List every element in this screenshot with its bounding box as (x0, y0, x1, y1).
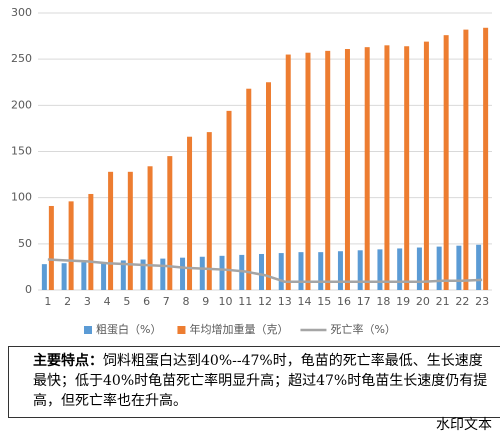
legend-swatch (177, 326, 186, 334)
bar (226, 110, 232, 290)
caption: 主要特点：饲料粗蛋白达到40%--47%时，龟苗的死亡率最低、生长速度最快；低于… (8, 346, 500, 418)
bar (416, 247, 422, 290)
bar (246, 88, 252, 290)
y-tick-label: 50 (18, 237, 32, 250)
bar (397, 248, 403, 290)
bar (318, 252, 324, 290)
x-tick-label: 13 (278, 295, 292, 308)
y-tick-label: 200 (11, 98, 32, 111)
y-tick-label: 300 (11, 6, 32, 19)
bar (483, 27, 489, 290)
legend-swatch (84, 326, 92, 334)
x-tick-label: 9 (202, 295, 209, 308)
x-tick-label: 7 (163, 295, 170, 308)
x-tick-label: 15 (317, 295, 331, 308)
y-tick-label: 150 (11, 145, 32, 158)
bar (384, 45, 390, 290)
x-tick-label: 22 (455, 295, 469, 308)
bar (167, 156, 173, 290)
x-tick-label: 21 (436, 295, 450, 308)
caption-label: 主要特点： (33, 353, 103, 369)
bar (463, 29, 469, 291)
bar (199, 256, 205, 290)
bar (337, 251, 343, 290)
x-tick-label: 5 (123, 295, 130, 308)
bar (180, 257, 186, 290)
x-tick-label: 23 (475, 295, 489, 308)
bar (259, 253, 264, 290)
bar (127, 171, 133, 290)
x-tick-label: 20 (416, 295, 430, 308)
legend-label: 粗蛋白（%） (96, 322, 161, 336)
x-tick-label: 18 (376, 295, 390, 308)
bar (140, 259, 146, 290)
bar (120, 260, 126, 290)
bar (41, 264, 47, 290)
y-tick-label: 100 (11, 191, 32, 204)
bar (278, 253, 284, 290)
bar (266, 82, 271, 290)
bar (404, 46, 410, 290)
x-tick-label: 11 (238, 295, 252, 308)
bar (364, 47, 370, 291)
bar (61, 263, 67, 290)
bar (357, 250, 363, 290)
x-tick-label: 16 (337, 295, 351, 308)
legend-label: 年均增加重量（克） (189, 322, 288, 336)
bar (88, 193, 94, 290)
bar (456, 245, 462, 290)
x-tick-label: 14 (297, 295, 311, 308)
watermark: 水印文本 (436, 417, 492, 433)
bar (187, 136, 193, 290)
caption-text: 饲料粗蛋白达到40%--47%时，龟苗的死亡率最低、生长速度最快；低于40%时龟… (33, 353, 488, 409)
y-tick-label: 250 (11, 52, 32, 65)
x-tick-label: 3 (84, 295, 91, 308)
bar (377, 249, 383, 290)
legend-label: 死亡率（%） (330, 322, 395, 336)
x-tick-label: 17 (357, 295, 371, 308)
bar (423, 41, 429, 290)
bar (147, 166, 153, 290)
x-tick-label: 6 (143, 295, 150, 308)
bar (476, 244, 482, 290)
bar (108, 171, 114, 290)
x-tick-label: 10 (219, 295, 233, 308)
x-tick-label: 4 (104, 295, 111, 308)
x-tick-label: 12 (258, 295, 272, 308)
bar (219, 255, 225, 290)
bar (206, 132, 212, 290)
x-tick-label: 1 (44, 295, 51, 308)
bar (160, 258, 166, 290)
bar (443, 35, 449, 290)
bar (436, 246, 442, 290)
bar (285, 54, 291, 290)
bar (81, 262, 87, 290)
line (47, 258, 483, 283)
bar (48, 205, 54, 290)
bar (68, 201, 74, 290)
y-tick-label: 0 (25, 283, 32, 296)
x-tick-label: 8 (183, 295, 190, 308)
x-tick-label: 2 (64, 295, 71, 308)
bar (298, 252, 304, 290)
bar (325, 50, 331, 291)
bar (305, 52, 311, 290)
bar (101, 262, 107, 290)
bar (344, 49, 350, 291)
x-tick-label: 19 (396, 295, 410, 308)
